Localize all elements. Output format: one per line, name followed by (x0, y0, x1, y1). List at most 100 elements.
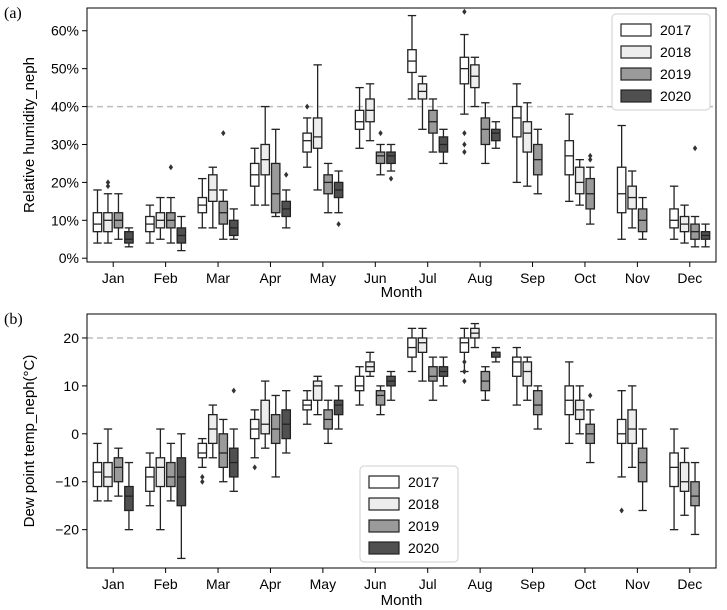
legend-swatch (620, 67, 652, 81)
box-2017-Oct (564, 113, 575, 202)
x-tick-label: Apr (260, 270, 282, 286)
box-2019-Dec (690, 461, 700, 536)
box-iqr (480, 117, 491, 146)
box-iqr (124, 485, 134, 512)
outlier-point (462, 141, 467, 148)
box-iqr (312, 380, 323, 401)
box-2018-Apr (260, 105, 271, 206)
x-tick-label: Feb (154, 270, 178, 286)
box-iqr (669, 208, 679, 229)
y-tick-label: 40% (51, 99, 79, 115)
x-tick-label: Sep (520, 270, 545, 286)
outlier-point (336, 221, 341, 228)
box-iqr (197, 442, 208, 459)
chart-panel-1: (a) 0% 10% 20% 30% 40% 50% 60% Jan Feb Mar Apr May Ju… (4, 5, 717, 301)
box-2019-Oct (585, 152, 596, 225)
box-2019-Jun (375, 385, 386, 416)
x-tick-label: Jul (419, 576, 437, 592)
outlier-point (200, 473, 205, 480)
box-iqr (92, 212, 103, 233)
box-2018-Feb (155, 428, 166, 531)
outlier-point (588, 152, 593, 159)
box-2020-Apr (281, 171, 292, 229)
box-iqr (155, 457, 166, 488)
box-2018-Jun (365, 351, 375, 377)
box-2020-Jun (386, 370, 396, 401)
box-2020-May (333, 170, 344, 228)
panel-label: (b) (4, 311, 23, 328)
box-iqr (176, 457, 187, 507)
legend-label: 2018 (660, 44, 691, 60)
y-tick-label: 20% (51, 174, 79, 190)
box-2019-Oct (585, 392, 596, 464)
box-iqr (459, 337, 470, 353)
box-2018-Sep (522, 356, 533, 401)
box-2019-Sep (532, 128, 543, 195)
box-2018-Jan (103, 428, 113, 502)
legend-label: 2017 (660, 22, 691, 38)
box-2017-Nov (616, 124, 627, 240)
box-iqr (669, 452, 679, 488)
legend-swatch (368, 519, 400, 533)
box-iqr (218, 433, 229, 469)
box-2017-Feb (145, 204, 155, 244)
y-tick-label: 0% (59, 250, 79, 266)
legend-label: 2017 (408, 474, 439, 490)
box-iqr (113, 457, 124, 483)
box-2017-Sep (511, 346, 522, 406)
box-2017-Nov (616, 390, 627, 514)
y-tick-label: 60% (51, 23, 79, 39)
box-2017-Jul (407, 14, 417, 100)
outlier-point (462, 8, 467, 15)
y-tick-label: −10 (55, 474, 79, 490)
box-2017-Mar (197, 437, 208, 485)
box-2017-Jan (92, 442, 103, 502)
legend-swatch (620, 23, 652, 37)
box-iqr (532, 390, 543, 416)
outlier-point (221, 130, 226, 137)
box-2018-Jan (103, 179, 113, 244)
box-2020-Aug (491, 346, 501, 363)
box-2018-May (312, 64, 323, 191)
outlier-point (588, 392, 593, 399)
box-2019-Apr (270, 394, 281, 478)
box-2019-Mar (218, 418, 229, 483)
y-axis-label: Dew point temp_neph(°C) (21, 355, 38, 528)
box-2020-Feb (176, 433, 187, 560)
box-2018-Jun (365, 83, 375, 142)
box-iqr (574, 166, 585, 195)
box-2019-Aug (480, 102, 491, 165)
outlier-point (692, 145, 698, 152)
y-tick-label: 10 (63, 378, 79, 394)
outlier-point (588, 156, 593, 163)
outlier-point (462, 358, 467, 365)
box-2018-Dec (679, 447, 690, 516)
box-iqr (166, 461, 176, 488)
box-iqr (679, 461, 690, 492)
box-2018-Nov (627, 170, 637, 229)
box-iqr (616, 166, 627, 214)
box-iqr (690, 481, 700, 507)
box-2017-Oct (564, 361, 575, 445)
x-tick-label: Feb (154, 576, 178, 592)
box-2020-Jul (438, 128, 449, 165)
box-iqr (270, 162, 281, 214)
box-iqr (103, 212, 113, 233)
box-2017-Jun (354, 366, 365, 406)
box-iqr (145, 466, 155, 492)
box-2020-Feb (176, 215, 187, 252)
box-2020-May (333, 385, 344, 430)
box-iqr (375, 151, 386, 165)
box-2017-Apr (249, 147, 260, 206)
legend-label: 2020 (660, 88, 691, 104)
plot-frame (86, 7, 717, 263)
legend-swatch (620, 45, 652, 59)
box-2017-Apr (249, 409, 260, 471)
box-2017-Mar (197, 177, 208, 229)
x-tick-label: Jul (419, 270, 437, 286)
box-2018-Feb (155, 196, 166, 240)
legend-swatch (368, 541, 400, 555)
box-2018-Sep (522, 102, 533, 187)
outlier-point (462, 368, 467, 375)
